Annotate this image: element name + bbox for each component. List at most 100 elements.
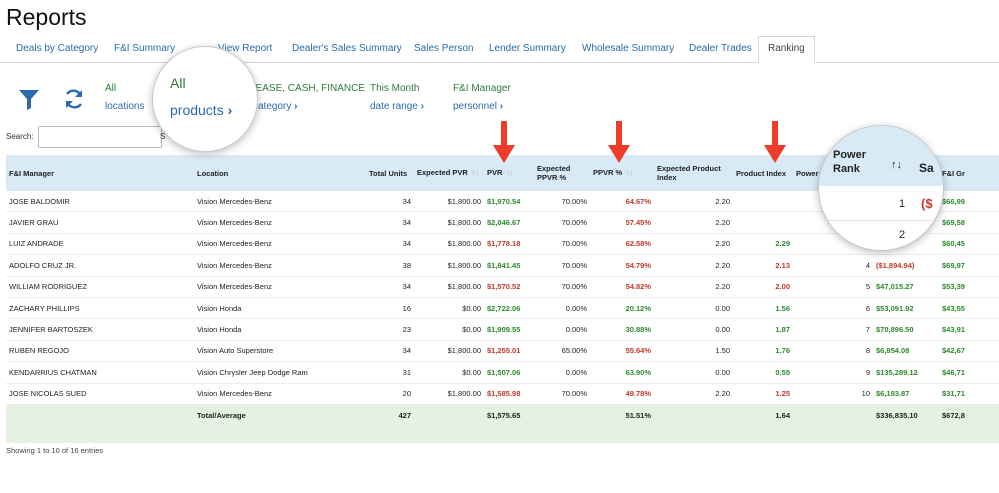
cell-location: Vision Mercedes-Benz [194,383,366,405]
table-row: KENDARRIUS CHATMAN Vision Chrysler Jeep D… [6,361,999,384]
col-header-manager[interactable]: F&I Manager [6,155,194,191]
filter-date-label[interactable]: date range › [370,101,424,112]
col-header-location[interactable]: Location [194,155,366,191]
col-header-pvr[interactable]: PVR ↑↓ [484,155,534,191]
col-header-fi-gross[interactable]: F&I Gr [939,155,999,191]
cell-expected-ppvr: 70.00% [534,191,590,213]
cell-product-index [733,211,793,234]
table-row: ZACHARY PHILLIPS Vision Honda 16 $0.00 $2,72… [6,297,999,320]
filter-category-value[interactable]: LEASE, CASH, FINANCE [250,83,366,94]
cell-units: 34 [366,340,414,363]
filter-locations-label[interactable]: locations [105,101,145,112]
cell-units: 23 [366,318,414,341]
cell-units: 16 [366,297,414,320]
cell-sales: $70,896.50 [873,318,939,341]
cell-location: Vision Honda [194,318,366,341]
funnel-icon[interactable] [19,88,39,115]
filter-date-value[interactable]: This Month [370,83,420,94]
cell-power-rank: 5 [793,276,873,298]
cell-expected-product-index: 2.20 [654,383,733,405]
col-header-product-index[interactable]: Product Index [733,155,793,191]
cell-ppvr: 62.58% [590,233,654,256]
cell-units: 34 [366,211,414,234]
cell-power-rank: 6 [793,297,873,320]
col-header-ppvr[interactable]: PPVR % ↑↓ [590,155,654,191]
cell-pvr: $2,046.67 [484,211,534,234]
cell-power-rank: 8 [793,340,873,363]
table-row: WILLIAM RODRIGUEZ Vision Mercedes-Benz 34 $… [6,276,999,298]
cell-expected-pvr: $0.00 [414,361,484,384]
cell-expected-ppvr: 70.00% [534,233,590,256]
cell-pvr: $1,255.01 [484,340,534,363]
cell-expected-pvr: $0.00 [414,297,484,320]
filter-locations-value[interactable]: All [105,83,117,94]
chevron-right-icon: › [499,101,504,112]
cell-expected-ppvr: 0.00% [534,361,590,384]
cell-power-rank: 7 [793,318,873,341]
cell-location: Vision Auto Superstore [194,340,366,363]
total-units: 427 [366,404,414,443]
cell-fi-gross: $69,97 [939,254,999,277]
lens-rank-2: 2 [899,229,906,241]
filter-personnel-label[interactable]: personnel › [453,101,504,112]
cell-product-index: 0.55 [733,361,793,384]
cell-sales: ($1,894.94) [873,254,939,277]
cell-units: 31 [366,361,414,384]
cell-manager: JENNIFER BARTOSZEK [6,318,194,341]
tab-deals-by-category[interactable]: Deals by Category [16,43,99,54]
cell-product-index: 2.13 [733,254,793,277]
tab-lender-summary[interactable]: Lender Summary [489,43,566,54]
cell-power-rank: 10 [793,383,873,405]
table-row: ADOLFO CRUZ JR. Vision Mercedes-Benz 38 $1,… [6,254,999,277]
filter-category-label[interactable]: category › [253,101,298,112]
cell-expected-ppvr: 65.00% [534,340,590,363]
table-row: RUBEN REGOJO Vision Auto Superstore 34 $1,8… [6,340,999,363]
cell-expected-product-index: 2.20 [654,254,733,277]
cell-expected-pvr: $1,800.00 [414,233,484,256]
tab-wholesale-summary[interactable]: Wholesale Summary [582,43,675,54]
chevron-right-icon: › [420,101,424,112]
search-input[interactable] [38,126,162,148]
cell-product-index [733,191,793,213]
col-header-units[interactable]: Total Units [366,155,414,191]
cell-product-index: 1.56 [733,297,793,320]
total-label: Total/Average [194,404,366,443]
cell-expected-ppvr: 0.00% [534,297,590,320]
tab-sales-person[interactable]: Sales Person [414,43,474,54]
filter-personnel-value[interactable]: F&I Manager [453,83,511,94]
cell-fi-gross: $43,91 [939,318,999,341]
cell-ppvr: 57.45% [590,211,654,234]
tab-view-report[interactable]: View Report [218,43,273,54]
cell-manager: ADOLFO CRUZ JR. [6,254,194,277]
lens-sales-1: ($ [921,196,933,211]
tab-dealer-trades[interactable]: Dealer Trades [689,43,752,54]
cell-sales: $135,289.12 [873,361,939,384]
cell-ppvr: 20.12% [590,297,654,320]
cell-power-rank: 4 [793,254,873,277]
tab-fi-summary[interactable]: F&I Summary [114,43,176,54]
lens-products-value: All [170,75,186,91]
cell-expected-pvr: $1,800.00 [414,191,484,213]
cell-pvr: $1,970.54 [484,191,534,213]
cell-power-rank: 9 [793,361,873,384]
cell-location: Vision Mercedes-Benz [194,276,366,298]
total-ppvr: 51.51% [590,404,654,443]
cell-fi-gross: $66,99 [939,191,999,213]
cell-manager: JAVIER GRAU [6,211,194,234]
tab-dealers-sales-summary[interactable]: Dealer's Sales Summary [292,43,402,54]
cell-manager: ZACHARY PHILLIPS [6,297,194,320]
cell-expected-pvr: $1,800.00 [414,383,484,405]
cell-units: 20 [366,383,414,405]
col-header-expected-product-index[interactable]: Expected Product Index [654,155,733,191]
cell-expected-product-index: 2.20 [654,233,733,256]
tab-ranking[interactable]: Ranking [758,36,815,63]
cell-units: 34 [366,233,414,256]
refresh-icon[interactable] [63,88,85,115]
cell-product-index: 1.25 [733,383,793,405]
total-pvr: $1,575.65 [484,404,534,443]
cell-ppvr: 64.67% [590,191,654,213]
cell-manager: KENDARRIUS CHATMAN [6,361,194,384]
col-header-expected-pvr[interactable]: Expected PVR ↑↓ [414,155,484,191]
col-header-expected-ppvr[interactable]: Expected PPVR % [534,155,590,191]
lens-products-label[interactable]: products › [170,102,233,118]
